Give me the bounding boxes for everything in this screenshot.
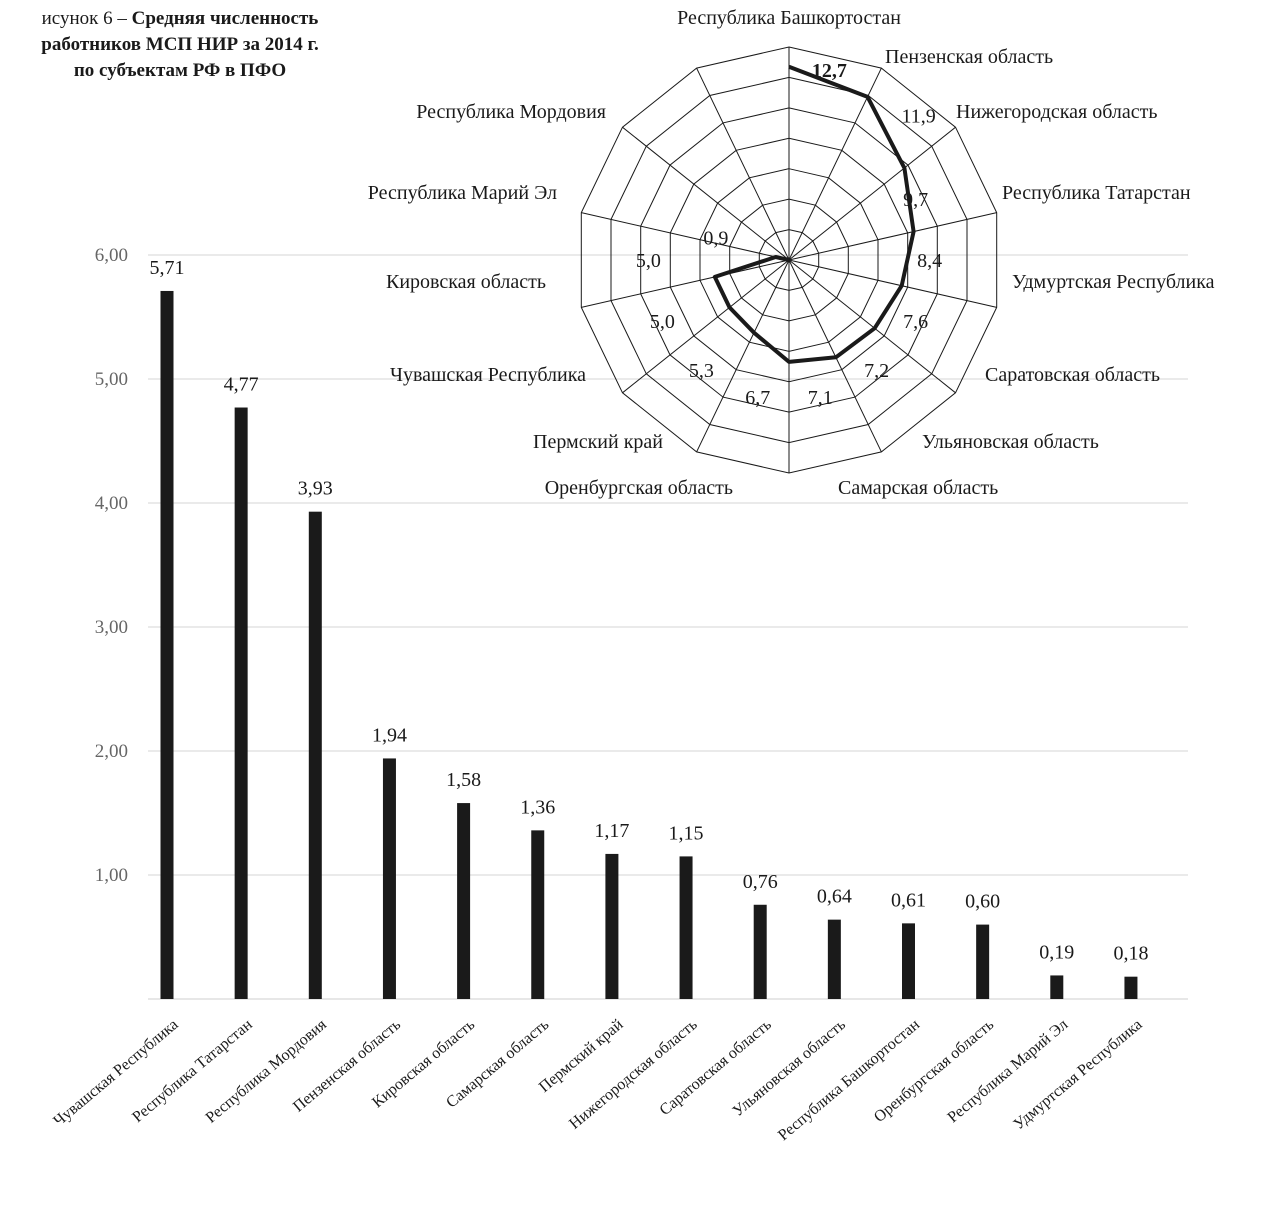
y-tick-label: 3,00 [95,617,128,638]
bar-value-label: 0,76 [743,871,778,893]
bar-value-label: 0,19 [1039,941,1074,963]
caption-prefix: исунок 6 – [41,8,132,29]
radar-category-label: Самарская область [838,477,998,499]
bar [1050,975,1064,999]
bar-value-label: 1,94 [372,724,407,746]
caption-line-3: по субъектам РФ в ПФО [0,58,360,84]
bar [679,856,693,999]
radar-category-label: Нижегородская область [956,101,1158,123]
radar-spoke [788,259,956,394]
radar-value-label: 0,9 [703,228,728,250]
radar-spoke [696,67,790,261]
radar-value-label: 5,0 [650,311,675,333]
bar [902,923,915,999]
radar-value-label: 11,9 [901,106,935,128]
x-category-label: Республика Мордовия [203,1016,331,1127]
radar-value-label: 7,2 [864,360,889,382]
radar-spoke [622,259,790,394]
x-category-label: Оренбургская область [871,1016,997,1126]
radar-value-label: 12,7 [812,60,847,82]
bar-value-label: 1,36 [520,796,555,818]
radar-category-label: Республика Марий Эл [368,182,557,204]
radar-value-label: 7,1 [808,387,833,409]
radar-spoke [581,259,790,308]
radar-category-label: Республика Мордовия [416,101,606,123]
y-tick-label: 6,00 [95,245,128,266]
bar [457,803,471,999]
radar-chart: 12,7 11,9 9,7 8,4 7,6 7,2 7,1 6,7 5,3 5,0 5,0 0,9 Ре… [368,7,1215,499]
bar-value-label: 0,18 [1113,943,1148,965]
y-tick-label: 2,00 [95,741,128,762]
radar-spoke [788,259,997,308]
radar-category-label: Кировская область [386,271,546,293]
x-category-label: Удмуртская Республика [1011,1016,1146,1133]
bar [531,830,545,999]
bar-value-label: 4,77 [224,374,259,396]
bar-value-label: 1,15 [669,822,704,844]
radar-value-label: 8,4 [917,250,942,272]
radar-spoke [581,212,790,261]
bar [1124,976,1138,999]
radar-category-label: Пермский край [533,431,663,453]
radar-category-label: Ульяновская область [922,431,1099,453]
bar [308,511,322,999]
bar [976,924,990,999]
radar-category-label: Оренбургская область [545,477,733,499]
bar-value-label: 1,58 [446,769,481,791]
bar-value-label: 5,71 [150,257,185,279]
radar-category-label: Республика Башкортостан [677,7,901,29]
y-tick-label: 4,00 [95,493,128,514]
caption-line-1: исунок 6 – Средняя численность [0,6,360,32]
figure-caption: исунок 6 – Средняя численность работнико… [0,6,360,84]
bar [234,407,248,999]
bar [160,290,174,1000]
bar-value-label: 3,93 [298,478,333,500]
x-category-label: Чувашская Республика [51,1016,182,1130]
x-category-label: Республика Башкортостан [775,1016,923,1144]
radar-value-label: 5,3 [689,360,714,382]
y-tick-label: 1,00 [95,865,128,886]
radar-category-label: Чувашская Республика [390,364,586,386]
radar-value-label: 5,0 [636,250,661,272]
radar-category-label: Удмуртская Республика [1012,271,1215,293]
radar-category-label: Пензенская область [885,46,1053,68]
x-category-label: Республика Татарстан [129,1016,256,1126]
caption-title-2: работников МСП НИР за 2014 г. [41,34,319,55]
y-tick-label: 5,00 [95,369,128,390]
bar-value-label: 1,17 [594,820,629,842]
caption-title-3: по субъектам РФ в ПФО [73,60,287,81]
bar [382,758,396,999]
radar-spoke [788,212,997,261]
x-category-label: Республика Марий Эл [944,1016,1071,1126]
caption-title-1: Средняя численность [131,8,319,29]
radar-value-label: 9,7 [903,189,928,211]
radar-spoke [622,126,790,261]
radar-series-line [712,64,916,364]
x-category-label: Нижегородская область [566,1016,700,1133]
bar [605,853,619,999]
bar-value-label: 0,64 [817,886,852,908]
bar-value-label: 0,61 [891,889,926,911]
radar-spoke [788,126,956,261]
bar [827,919,841,999]
radar-spoke [788,67,882,261]
caption-line-2: работников МСП НИР за 2014 г. [0,32,360,58]
radar-category-label: Республика Татарстан [1002,182,1191,204]
bar [753,904,767,999]
radar-value-label: 7,6 [903,311,928,333]
bar-value-label: 0,60 [965,891,1000,913]
radar-spoke [696,259,790,453]
radar-category-label: Саратовская область [985,364,1160,386]
radar-value-label: 6,7 [745,387,770,409]
